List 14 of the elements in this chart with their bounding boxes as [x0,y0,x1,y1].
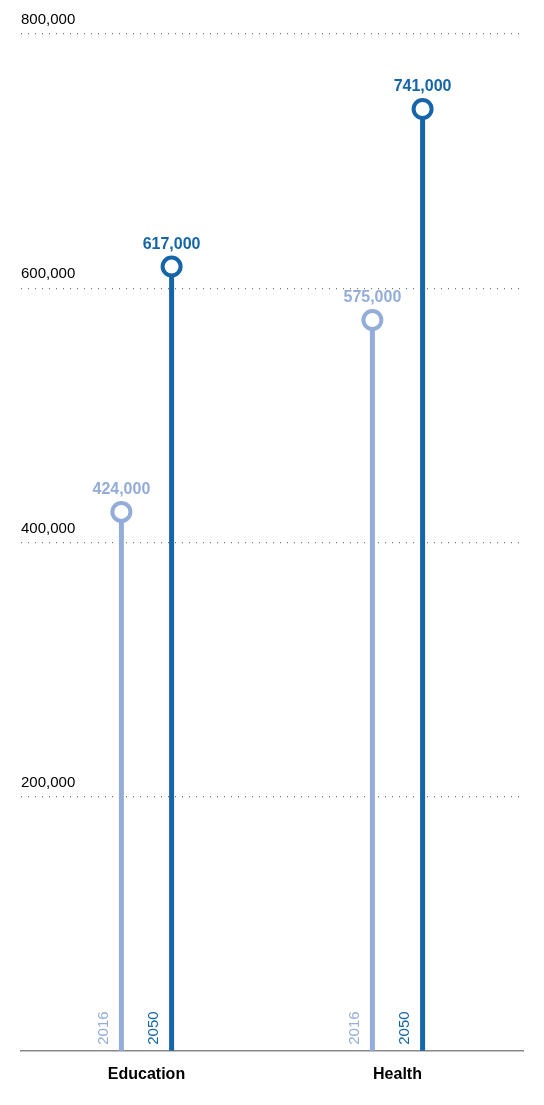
data-label: 575,000 [343,288,402,306]
text: 2016 [345,1011,363,1045]
text: 2050 [144,1011,162,1045]
y-tick-label: 800,000 [21,10,76,28]
x-tick-label: Education [107,1064,186,1082]
text: 2050 [395,1011,413,1045]
y-tick-label: 400,000 [21,518,76,536]
text: 2016 [94,1011,112,1045]
data-label: 741,000 [393,77,452,95]
x-tick-label: Health [373,1064,422,1082]
y-tick-label: 200,000 [21,772,76,790]
data-label: 424,000 [92,480,151,498]
data-label: 617,000 [142,235,201,252]
y-tick-label: 600,000 [21,264,76,282]
